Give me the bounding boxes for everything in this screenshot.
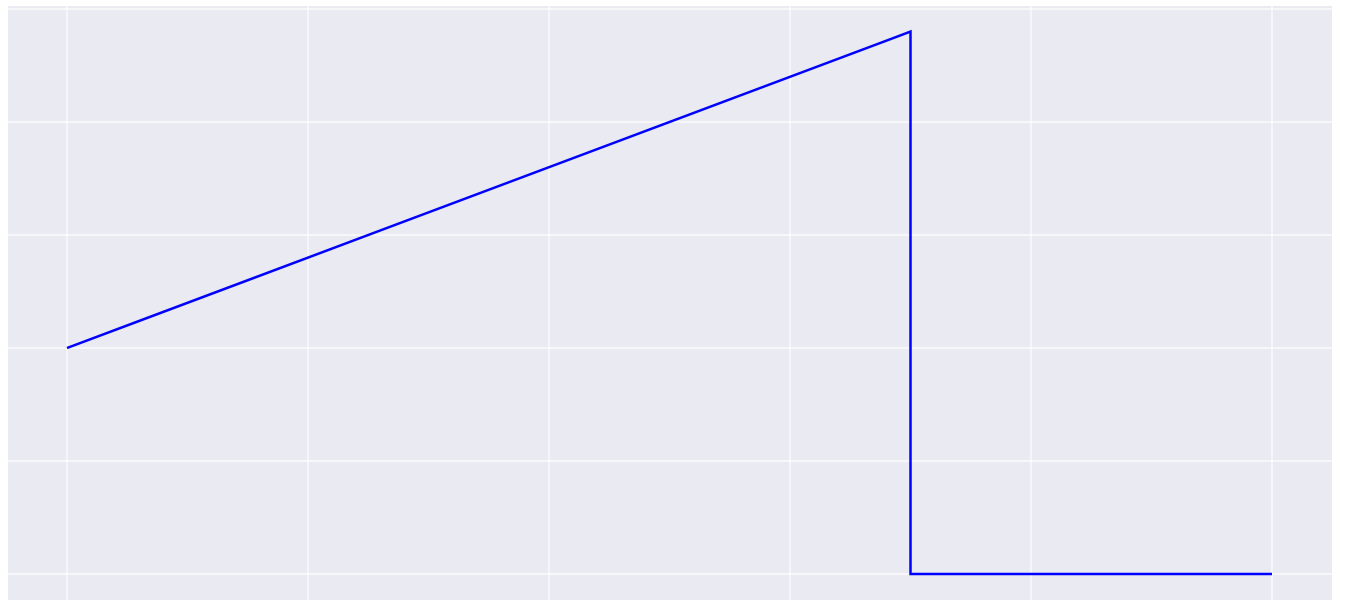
grid-layer: [8, 6, 1332, 600]
series-layer: [66, 29, 1272, 576]
series-line-0: [66, 29, 1272, 576]
plot-background: [8, 6, 1332, 600]
